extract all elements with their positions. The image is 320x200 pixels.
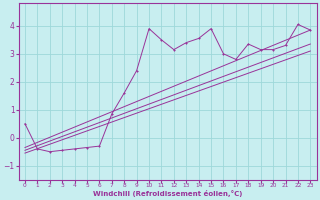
X-axis label: Windchill (Refroidissement éolien,°C): Windchill (Refroidissement éolien,°C) <box>93 190 242 197</box>
